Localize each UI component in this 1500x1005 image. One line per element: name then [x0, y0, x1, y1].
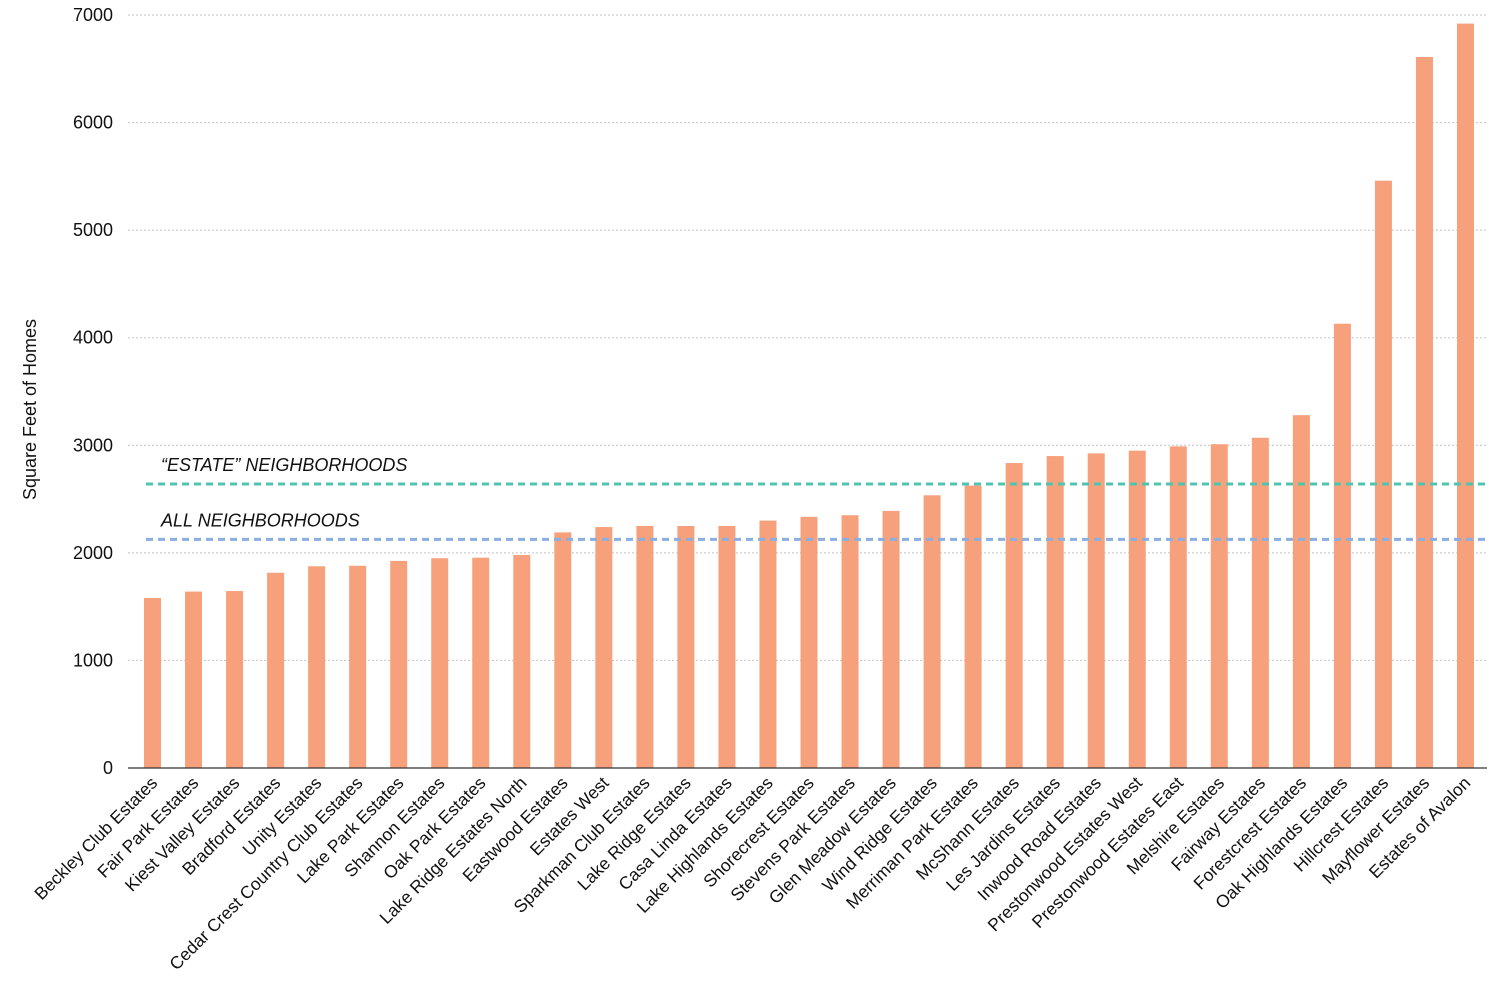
y-tick-label: 7000 [73, 5, 113, 25]
y-tick-label: 2000 [73, 543, 113, 563]
bar [1169, 446, 1187, 768]
bar [1087, 453, 1105, 768]
y-tick-labels: 0 1000 2000 3000 4000 5000 6000 7000 [73, 5, 113, 778]
bar [1457, 23, 1474, 769]
reference-line-label: ALL NEIGHBORHOODS [160, 510, 360, 530]
y-tick-label: 1000 [73, 650, 113, 670]
y-tick-label: 4000 [73, 328, 113, 348]
bar [1333, 323, 1351, 768]
bar [923, 495, 941, 768]
reference-lines: “ESTATE” NEIGHBORHOODS ALL NEIGHBORHOODS [146, 455, 1487, 541]
y-tick-label: 6000 [73, 113, 113, 133]
bar [390, 560, 408, 768]
bars [144, 23, 1474, 769]
bar [431, 558, 449, 768]
bar [841, 515, 859, 768]
y-axis-title: Square Feet of Homes [20, 319, 40, 500]
bar [595, 527, 613, 768]
bar [1210, 444, 1228, 768]
y-tick-label: 5000 [73, 220, 113, 240]
bar [185, 591, 203, 768]
bar [1005, 463, 1023, 768]
bar [636, 525, 654, 768]
bar [226, 591, 244, 768]
bar [267, 572, 285, 768]
bar [1292, 415, 1310, 768]
bar [964, 485, 982, 768]
bar [800, 516, 818, 768]
bar [308, 566, 326, 768]
bar [513, 555, 531, 768]
bar [1251, 437, 1269, 768]
bar [144, 598, 161, 768]
y-tick-label: 0 [103, 758, 113, 778]
bar [1374, 180, 1392, 768]
bar [1046, 456, 1064, 768]
bar [472, 557, 490, 768]
bar [554, 532, 572, 768]
bar [882, 510, 900, 768]
bar [1128, 450, 1146, 768]
bar [1415, 56, 1433, 768]
reference-line-label: “ESTATE” NEIGHBORHOODS [161, 455, 407, 475]
bar [677, 525, 695, 768]
bar [349, 565, 367, 768]
y-tick-label: 3000 [73, 435, 113, 455]
bar [759, 520, 777, 768]
bar [718, 525, 736, 768]
